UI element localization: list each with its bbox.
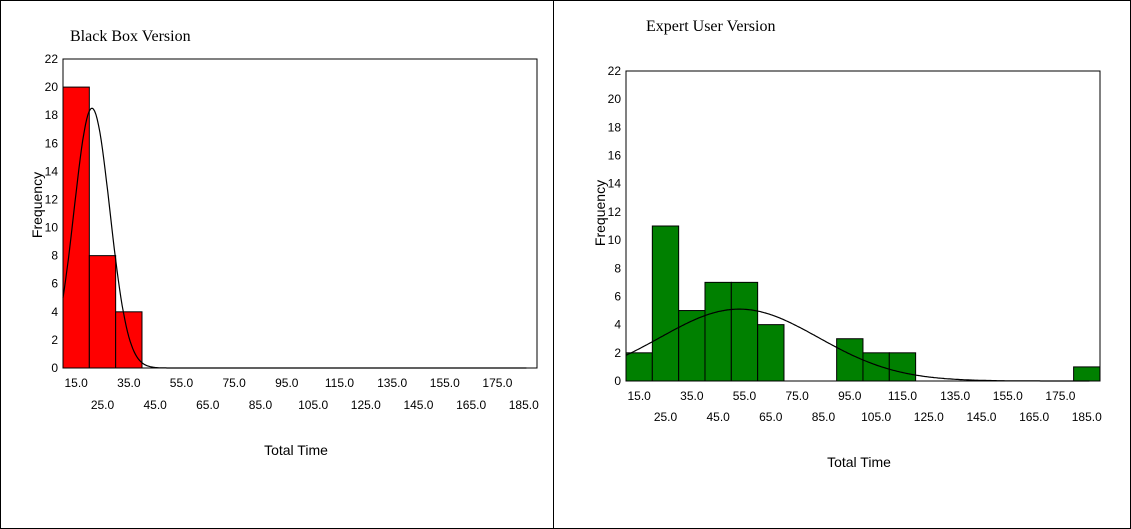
bars (625, 225, 1101, 382)
histogram-bar (62, 86, 90, 369)
x-tick-label: 105.0 (861, 410, 891, 424)
x-tick-label: 35.0 (117, 376, 141, 390)
y-tick-labels: 0 2 4 6 8 10 12 14 16 18 20 22 (45, 52, 59, 375)
x-tick-label: 15.0 (64, 376, 88, 390)
y-tick-label: 6 (614, 289, 621, 303)
x-tick-labels: 15.0 35.0 55.0 75.0 95.0 115.0 135.0 155.0 175.0… (64, 376, 539, 412)
x-tick-label: 45.0 (706, 410, 730, 424)
x-tick-label: 165.0 (456, 398, 486, 412)
y-tick-label: 12 (45, 192, 59, 206)
x-tick-label: 45.0 (143, 398, 167, 412)
x-tick-label: 35.0 (680, 389, 704, 403)
chart-expert-user: Expert User Version 0246810121416182022 … (592, 18, 1102, 470)
x-axis-label: Total Time (827, 454, 891, 470)
x-tick-label: 25.0 (654, 410, 678, 424)
histogram-bar (88, 255, 117, 369)
histogram-bar (730, 281, 759, 382)
y-axis-label: Frequency (29, 172, 45, 238)
x-tick-label: 65.0 (196, 398, 220, 412)
x-tick-labels: 15.0 35.0 55.0 75.0 95.0 115.0 135.0 155.0 175.0… (627, 389, 1102, 424)
histogram-bar (757, 324, 785, 382)
y-tick-label: 20 (608, 92, 622, 106)
x-tick-label: 185.0 (509, 398, 539, 412)
x-tick-label: 85.0 (249, 398, 273, 412)
y-tick-label: 6 (51, 277, 58, 291)
y-tick-label: 10 (608, 233, 622, 247)
y-tick-label: 2 (51, 333, 58, 347)
x-tick-label: 115.0 (325, 376, 354, 390)
histogram-bar (625, 352, 653, 382)
x-tick-label: 135.0 (377, 376, 407, 390)
x-tick-label: 65.0 (759, 410, 783, 424)
x-tick-label: 165.0 (1019, 410, 1049, 424)
x-tick-label: 155.0 (430, 376, 460, 390)
y-tick-label: 4 (614, 318, 621, 332)
x-tick-label: 105.0 (298, 398, 328, 412)
y-tick-label: 0 (614, 374, 621, 388)
x-axis-label: Total Time (264, 442, 328, 458)
chart-title: Black Box Version (70, 28, 191, 45)
x-tick-label: 175.0 (1045, 389, 1075, 403)
y-tick-label: 14 (45, 164, 59, 178)
histogram-bar (888, 352, 917, 382)
x-tick-label: 175.0 (482, 376, 512, 390)
histogram-bar (836, 338, 864, 382)
x-tick-label: 145.0 (403, 398, 433, 412)
x-tick-label: 85.0 (812, 410, 836, 424)
x-tick-label: 125.0 (351, 398, 381, 412)
y-tick-label: 2 (614, 346, 621, 360)
panel-divider (553, 0, 554, 529)
x-tick-label: 55.0 (733, 389, 757, 403)
y-tick-label: 20 (45, 80, 59, 94)
distribution-curve (625, 308, 1090, 382)
chart-black-box: Black Box Version 0 2 4 6 8 10 12 14 16 18 20 22 15… (29, 28, 539, 458)
x-tick-label: 125.0 (914, 410, 944, 424)
y-tick-label: 18 (45, 108, 59, 122)
y-tick-label: 22 (45, 52, 59, 66)
histogram-bar (1073, 366, 1101, 382)
x-tick-label: 25.0 (91, 398, 115, 412)
y-axis-label: Frequency (592, 180, 608, 246)
histogram-bar (651, 225, 680, 382)
y-tick-label: 0 (51, 361, 58, 375)
y-tick-labels: 0 2 4 6 8 10 12 14 16 18 20 22 (608, 64, 622, 388)
histogram-bar (704, 281, 732, 382)
y-tick-label: 8 (614, 261, 621, 275)
y-tick-label: 22 (608, 64, 622, 78)
y-tick-label: 16 (45, 136, 59, 150)
distribution-curve (62, 107, 527, 369)
y-tick-label: 10 (45, 221, 59, 235)
x-tick-label: 135.0 (940, 389, 970, 403)
x-tick-label: 55.0 (170, 376, 194, 390)
x-tick-label: 155.0 (993, 389, 1023, 403)
x-tick-label: 95.0 (838, 389, 862, 403)
y-tick-label: 14 (608, 177, 622, 191)
y-tick-label: 18 (608, 120, 622, 134)
x-tick-label: 115.0 (888, 389, 917, 403)
x-tick-label: 95.0 (275, 376, 299, 390)
y-tick-label: 12 (608, 205, 622, 219)
y-tick-label: 16 (608, 149, 622, 163)
chart-title: Expert User Version (646, 18, 775, 35)
x-tick-label: 145.0 (966, 410, 996, 424)
x-tick-label: 75.0 (785, 389, 809, 403)
x-tick-label: 75.0 (222, 376, 246, 390)
y-tick-label: 8 (51, 249, 58, 263)
x-tick-label: 185.0 (1072, 410, 1102, 424)
histogram-bar (862, 352, 890, 382)
x-tick-label: 15.0 (627, 389, 651, 403)
y-tick-label: 4 (51, 305, 58, 319)
histogram-bar (115, 311, 143, 369)
